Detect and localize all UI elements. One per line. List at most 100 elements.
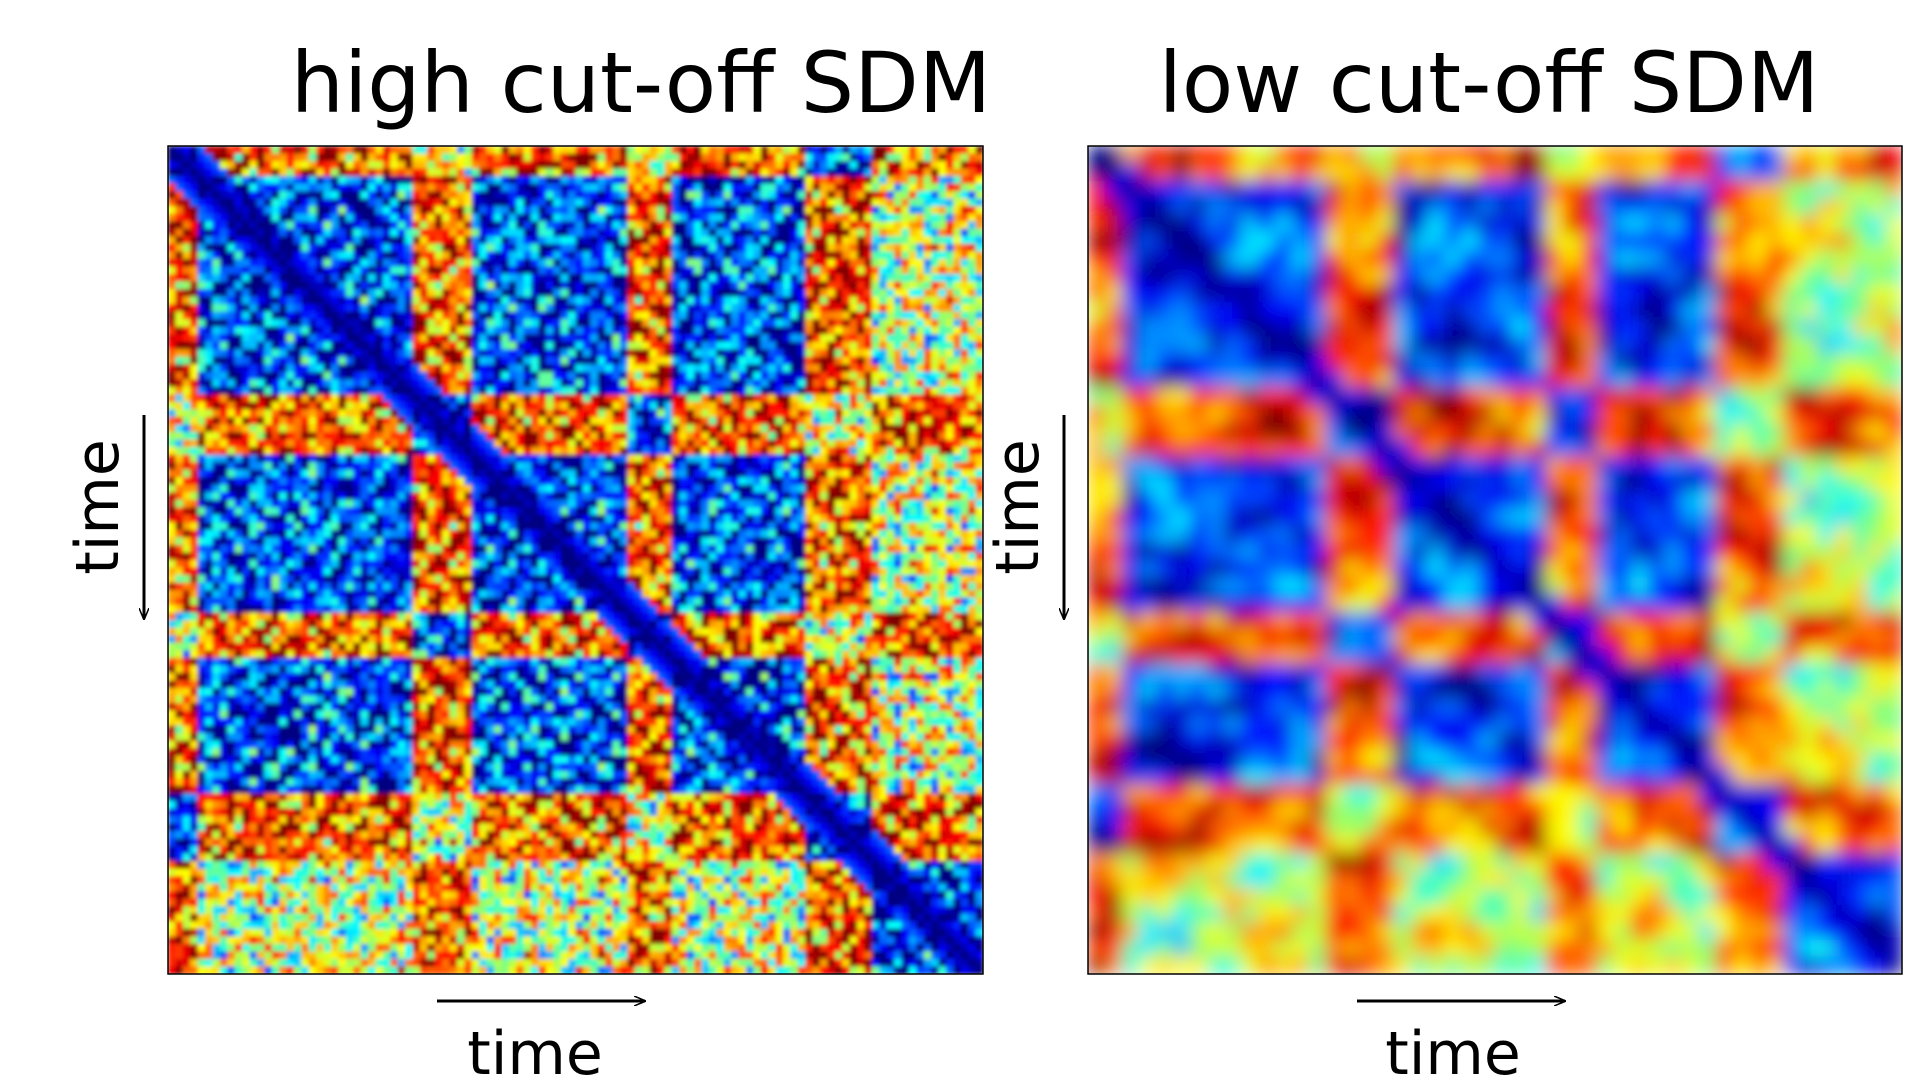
heatmap-cell	[620, 266, 628, 274]
heatmap-cell	[664, 342, 672, 350]
heatmap-cell	[761, 447, 769, 455]
heatmap-cell	[613, 357, 621, 365]
heatmap-cell	[450, 440, 458, 448]
heatmap-cell	[598, 229, 606, 237]
heatmap-cell	[242, 221, 250, 229]
heatmap-cell	[768, 455, 776, 463]
heatmap-cell	[531, 236, 539, 244]
heatmap-cell	[346, 477, 354, 485]
heatmap-cell	[835, 146, 843, 154]
heatmap-cell	[450, 251, 458, 259]
heatmap-cell	[576, 236, 584, 244]
heatmap-cell	[301, 387, 309, 395]
heatmap-cell	[931, 334, 939, 342]
heatmap-cell	[361, 229, 369, 237]
heatmap-cell	[805, 440, 813, 448]
heatmap-cell	[724, 470, 732, 478]
heatmap-cell	[338, 259, 346, 267]
heatmap-cell	[916, 154, 924, 162]
heatmap-cell	[842, 176, 850, 184]
heatmap-cell	[879, 161, 887, 169]
heatmap-cell	[413, 274, 421, 282]
heatmap-cell	[442, 169, 450, 177]
heatmap-cell	[605, 304, 613, 312]
heatmap-cell	[264, 425, 272, 433]
heatmap-cell	[657, 281, 665, 289]
heatmap-cell	[420, 447, 428, 455]
heatmap-cell	[294, 319, 302, 327]
heatmap-cell	[287, 379, 295, 387]
heatmap-cell	[835, 289, 843, 297]
heatmap-cell	[361, 221, 369, 229]
heatmap-cell	[568, 447, 576, 455]
heatmap-cell	[531, 214, 539, 222]
heatmap-cell	[309, 432, 317, 440]
heatmap-cell	[242, 214, 250, 222]
heatmap-cell	[798, 402, 806, 410]
heatmap-cell	[227, 266, 235, 274]
heatmap-cell	[613, 409, 621, 417]
heatmap-cell	[635, 229, 643, 237]
heatmap-cell	[309, 184, 317, 192]
heatmap-cell	[931, 342, 939, 350]
heatmap-cell	[287, 169, 295, 177]
heatmap-cell	[739, 184, 747, 192]
heatmap-cell	[642, 425, 650, 433]
heatmap-cell	[212, 229, 220, 237]
heatmap-cell	[931, 184, 939, 192]
heatmap-cell	[235, 154, 243, 162]
heatmap-cell	[220, 477, 228, 485]
heatmap-cell	[435, 357, 443, 365]
heatmap-cell	[524, 199, 532, 207]
heatmap-cell	[235, 462, 243, 470]
heatmap-cell	[501, 402, 509, 410]
heatmap-cell	[761, 259, 769, 267]
heatmap-cell	[620, 154, 628, 162]
heatmap-cell	[509, 184, 517, 192]
heatmap-cell	[450, 221, 458, 229]
heatmap-cell	[576, 206, 584, 214]
heatmap-cell	[776, 364, 784, 372]
heatmap-cell	[212, 274, 220, 282]
heatmap-cell	[346, 146, 354, 154]
heatmap-cell	[250, 221, 258, 229]
heatmap-cell	[346, 154, 354, 162]
heatmap-cell	[783, 387, 791, 395]
heatmap-cell	[435, 191, 443, 199]
heatmap-cell	[353, 229, 361, 237]
heatmap-cell	[820, 470, 828, 478]
heatmap-cell	[768, 394, 776, 402]
heatmap-cell	[183, 236, 191, 244]
heatmap-cell	[768, 462, 776, 470]
heatmap-cell	[346, 236, 354, 244]
heatmap-cell	[790, 372, 798, 380]
heatmap-cell	[953, 334, 961, 342]
heatmap-cell	[190, 312, 198, 320]
heatmap-cell	[635, 146, 643, 154]
heatmap-cell	[916, 266, 924, 274]
heatmap-cell	[790, 319, 798, 327]
heatmap-cell	[894, 304, 902, 312]
heatmap-cell	[353, 206, 361, 214]
heatmap-cell	[753, 364, 761, 372]
heatmap-cell	[479, 244, 487, 252]
heatmap-cell	[664, 425, 672, 433]
heatmap-cell	[961, 169, 969, 177]
heatmap-cell	[501, 229, 509, 237]
heatmap-cell	[835, 297, 843, 305]
heatmap-cell	[242, 176, 250, 184]
heatmap-cell	[672, 304, 680, 312]
heatmap-cell	[361, 244, 369, 252]
heatmap-cell	[413, 184, 421, 192]
heatmap-cell	[346, 214, 354, 222]
heatmap-cell	[679, 409, 687, 417]
heatmap-cell	[827, 206, 835, 214]
heatmap-cell	[902, 417, 910, 425]
heatmap-cell	[716, 244, 724, 252]
heatmap-cell	[946, 327, 954, 335]
heatmap-cell	[857, 402, 865, 410]
heatmap-cell	[516, 462, 524, 470]
heatmap-cell	[635, 169, 643, 177]
heatmap-cell	[605, 432, 613, 440]
heatmap-cell	[205, 304, 213, 312]
